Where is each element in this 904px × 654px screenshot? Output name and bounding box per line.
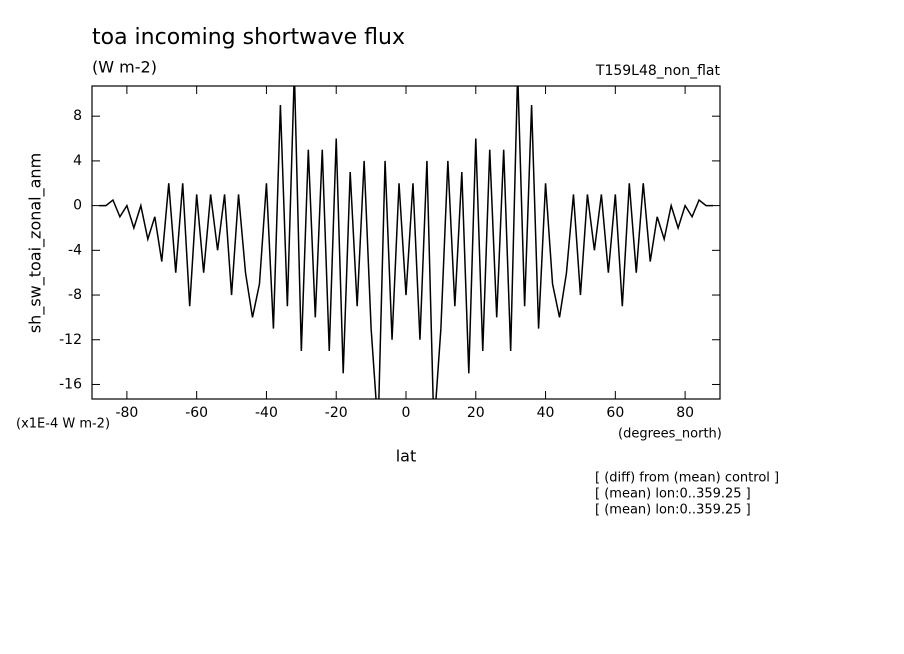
y-tick-label: 4 <box>73 153 82 169</box>
y-tick-label: 0 <box>73 198 82 214</box>
x-tick-label: 80 <box>676 405 694 421</box>
x-units: (degrees_north) <box>618 427 722 442</box>
y-tick-label: 8 <box>73 108 82 124</box>
x-tick-label: 0 <box>402 405 411 421</box>
chart-title: toa incoming shortwave flux <box>92 25 405 50</box>
x-tick-label: -80 <box>115 405 138 421</box>
y-units: (x1E-4 W m-2) <box>16 417 110 432</box>
x-tick-label: 20 <box>467 405 485 421</box>
run-label: T159L48_non_flat <box>595 63 721 79</box>
subtitle: (W m-2) <box>92 58 157 77</box>
note: [ (mean) lon:0..359.25 ] <box>595 487 751 502</box>
y-axis-label: sh_sw_toai_zonal_anm <box>26 153 46 333</box>
x-tick-label: -20 <box>325 405 348 421</box>
data-line <box>98 86 714 399</box>
y-tick-label: -4 <box>68 242 82 258</box>
x-axis-label: lat <box>396 447 417 466</box>
y-tick-label: -8 <box>68 287 82 303</box>
y-tick-label: -16 <box>59 376 82 392</box>
x-tick-label: 60 <box>606 405 624 421</box>
note: [ (mean) lon:0..359.25 ] <box>595 503 751 518</box>
note: [ (diff) from (mean) control ] <box>595 471 779 486</box>
x-tick-label: -60 <box>185 405 208 421</box>
x-tick-label: -40 <box>255 405 278 421</box>
y-tick-label: -12 <box>59 332 82 348</box>
x-tick-label: 40 <box>537 405 555 421</box>
